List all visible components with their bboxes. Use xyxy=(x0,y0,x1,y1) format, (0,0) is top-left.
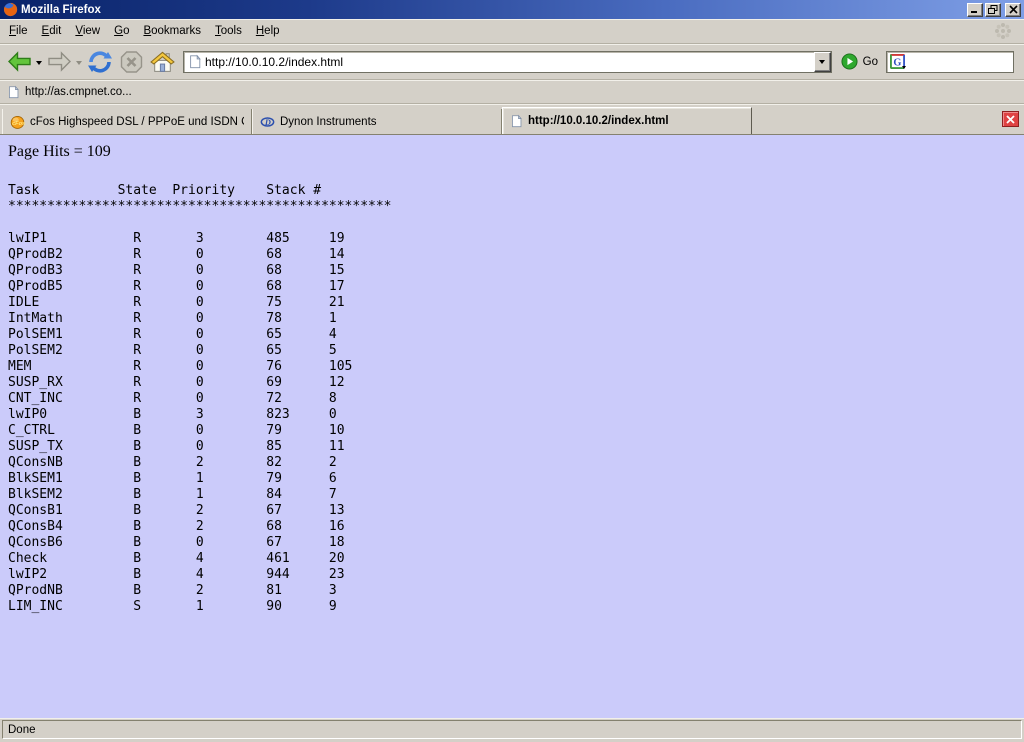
minimize-button[interactable] xyxy=(967,2,983,17)
tab-1[interactable]: cFos cFos Highspeed DSL / PPPoE und ISDN … xyxy=(2,109,252,134)
back-dropdown-icon[interactable] xyxy=(36,61,42,68)
task-table: Task State Priority Stack # ************… xyxy=(8,183,392,614)
status-panel: Done xyxy=(2,720,1022,739)
tab-label: cFos Highspeed DSL / PPPoE und ISDN CAP.… xyxy=(30,115,244,128)
page-content: Page Hits = 109 Task State Priority Stac… xyxy=(0,135,1024,718)
google-engine-icon[interactable]: G xyxy=(890,54,906,69)
stop-button[interactable] xyxy=(116,46,147,78)
menu-help[interactable]: Help xyxy=(255,25,280,37)
page-icon xyxy=(188,54,202,69)
url-dropdown-button[interactable] xyxy=(813,51,831,72)
close-button[interactable] xyxy=(1005,2,1021,17)
menu-go[interactable]: Go xyxy=(114,25,130,37)
home-button[interactable] xyxy=(147,46,178,78)
tab-label: Dynon Instruments xyxy=(280,115,377,128)
restore-button[interactable] xyxy=(985,2,1001,17)
forward-dropdown-icon[interactable] xyxy=(76,61,82,68)
cfos-icon: cFos xyxy=(10,115,25,129)
status-bar: Done xyxy=(0,718,1024,742)
page-hits-text: Page Hits = 109 xyxy=(8,143,111,160)
search-input[interactable] xyxy=(906,53,1010,70)
navigation-toolbar: Go G xyxy=(0,44,1024,80)
back-button[interactable] xyxy=(4,46,35,78)
dynon-icon: D xyxy=(260,115,275,129)
status-text: Done xyxy=(8,723,36,736)
bookmark-label: http://as.cmpnet.co... xyxy=(25,85,132,98)
reload-button[interactable] xyxy=(84,46,116,78)
title-bar: Mozilla Firefox xyxy=(0,0,1024,19)
tab-2[interactable]: D Dynon Instruments xyxy=(252,109,502,134)
menu-bookmarks[interactable]: Bookmarks xyxy=(143,25,201,37)
close-tab-button[interactable] xyxy=(1002,111,1019,127)
svg-text:cFos: cFos xyxy=(12,120,25,126)
firefox-logo-icon xyxy=(3,2,18,17)
menu-bar: File Edit View Go Bookmarks Tools Help xyxy=(0,19,1024,44)
menu-tools[interactable]: Tools xyxy=(215,25,242,37)
url-input[interactable] xyxy=(202,52,814,71)
bookmark-item[interactable]: http://as.cmpnet.co... xyxy=(7,85,132,99)
menu-view[interactable]: View xyxy=(75,25,101,37)
search-box: G xyxy=(886,50,1014,73)
svg-text:G: G xyxy=(893,57,901,68)
page-icon xyxy=(7,85,20,99)
url-bar xyxy=(183,50,832,73)
window-title: Mozilla Firefox xyxy=(21,3,101,16)
svg-text:D: D xyxy=(264,117,271,126)
page-icon xyxy=(510,114,523,128)
menu-edit[interactable]: Edit xyxy=(41,25,62,37)
throbber-icon xyxy=(994,22,1012,40)
forward-button[interactable] xyxy=(44,46,75,78)
bookmarks-toolbar: http://as.cmpnet.co... xyxy=(0,80,1024,104)
menu-file[interactable]: File xyxy=(9,25,28,37)
go-label: Go xyxy=(862,55,878,68)
go-button[interactable]: Go xyxy=(837,53,886,70)
tab-label: http://10.0.10.2/index.html xyxy=(528,115,669,127)
go-icon xyxy=(841,53,858,70)
tab-strip: cFos cFos Highspeed DSL / PPPoE und ISDN … xyxy=(0,104,1024,135)
tab-3[interactable]: http://10.0.10.2/index.html xyxy=(502,107,752,134)
